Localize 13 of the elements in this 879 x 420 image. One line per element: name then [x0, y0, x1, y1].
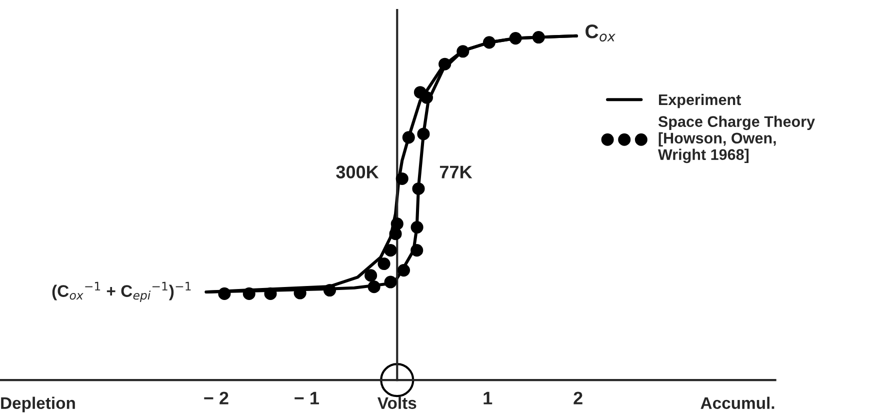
x-tick-label: 2 — [574, 392, 582, 404]
text: Depletion — [1, 396, 75, 412]
text: Accumul. — [700, 396, 774, 409]
x-tick-label: − 2 — [204, 392, 228, 404]
annotation: 77K — [440, 166, 472, 178]
x-tick-label: − 1 — [294, 392, 319, 404]
annotation: C$_{ox}$ — [586, 24, 616, 42]
annotation: (C$_{ox}$$^{−1}$ + C$_{epi}$$^{−1}$)$^{−1}$ — [52, 282, 191, 302]
annotation: 300K — [336, 166, 379, 178]
legend-label: Space Charge Theory [Howson, Owen, Wright 1968] — [658, 116, 815, 164]
legend-label: Experiment — [658, 94, 741, 108]
x-axis-title: Volts — [377, 396, 416, 409]
x-tick-label: 1 — [484, 392, 492, 404]
